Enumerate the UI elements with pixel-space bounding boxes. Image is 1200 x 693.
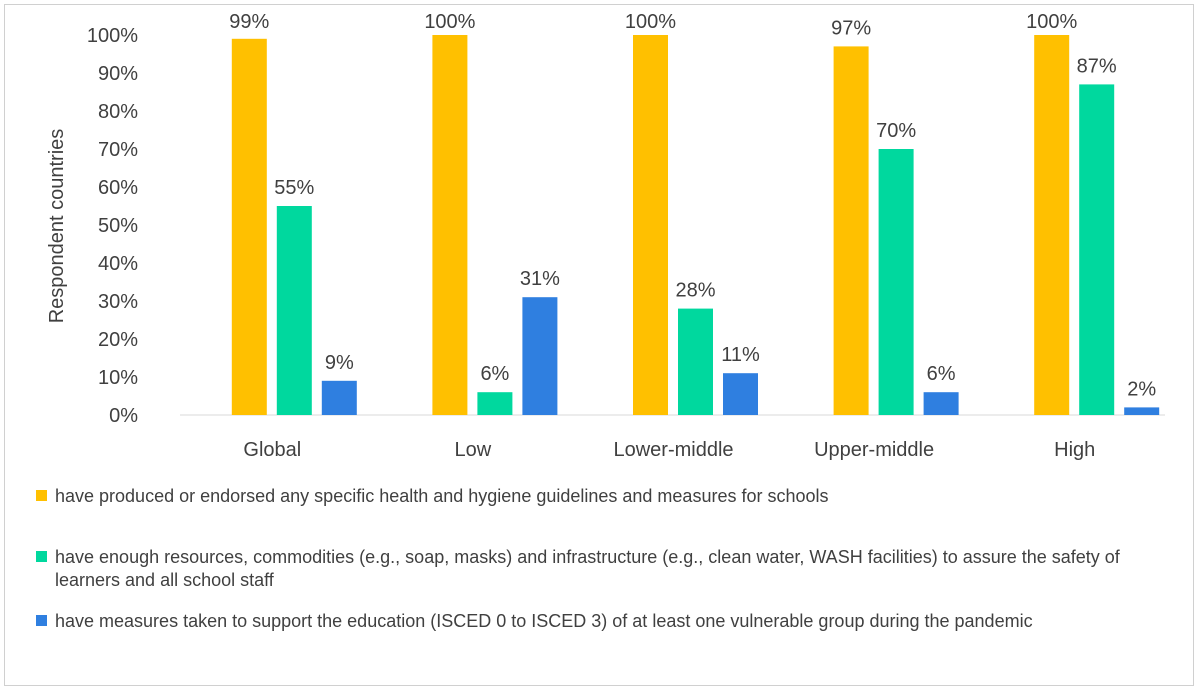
data-label: 9%: [325, 352, 354, 374]
y-tick-label: 80%: [98, 101, 138, 123]
data-label: 28%: [675, 280, 715, 302]
data-label: 100%: [424, 11, 475, 33]
data-label: 11%: [721, 344, 760, 366]
data-labels: 99%55%9%100%6%31%100%28%11%97%70%6%100%8…: [229, 11, 1156, 400]
legend-label-guidelines: have produced or endorsed any specific h…: [55, 486, 829, 506]
data-label: 6%: [480, 363, 509, 385]
legend-item-resources: have enough resources, commodities (e.g.…: [36, 546, 1185, 592]
bar: [321, 380, 357, 415]
category-label: High: [1054, 439, 1095, 461]
category-label: Global: [243, 439, 301, 461]
category-label: Upper-middle: [814, 439, 934, 461]
y-tick-label: 0%: [109, 405, 138, 427]
y-tick-label: 40%: [98, 253, 138, 275]
category-label: Low: [455, 439, 492, 461]
bar-chart: Respondent countries 0% 10% 20% 30% 40% 50% 60…: [46, 11, 1165, 461]
chart-frame: [4, 4, 1194, 686]
data-label: 97%: [831, 17, 871, 39]
y-tick-label: 50%: [98, 215, 138, 237]
bar: [678, 308, 713, 415]
category-labels: Global Low Lower-middle Upper-middle High: [243, 439, 1095, 461]
bar: [723, 373, 758, 415]
y-tick-label: 30%: [98, 291, 138, 313]
y-axis-ticks: 0% 10% 20% 30% 40% 50% 60% 70% 80% 90% 100%: [87, 25, 138, 427]
y-tick-label: 70%: [98, 139, 138, 161]
bar: [1079, 84, 1115, 416]
data-label: 31%: [520, 268, 560, 290]
data-label: 6%: [927, 363, 956, 385]
y-tick-label: 100%: [87, 25, 138, 47]
data-label: 87%: [1077, 55, 1117, 77]
y-tick-label: 60%: [98, 177, 138, 199]
bar: [923, 392, 959, 415]
legend-swatch-vulnerable: [36, 615, 47, 626]
legend-item-guidelines: have produced or endorsed any specific h…: [36, 485, 1185, 508]
bar: [633, 35, 668, 415]
data-label: 100%: [1026, 11, 1077, 33]
bar: [231, 38, 267, 416]
legend-item-vulnerable: have measures taken to support the educa…: [36, 610, 1185, 633]
bar: [1124, 407, 1160, 415]
bar: [432, 35, 468, 415]
data-label: 70%: [876, 120, 916, 142]
legend-label-vulnerable: have measures taken to support the educa…: [55, 611, 1033, 631]
data-label: 2%: [1127, 378, 1156, 400]
y-tick-label: 20%: [98, 329, 138, 351]
legend-label-resources: have enough resources, commodities (e.g.…: [55, 547, 1120, 590]
y-axis-label: Respondent countries: [46, 129, 68, 324]
data-label: 99%: [229, 11, 269, 33]
bar: [522, 297, 558, 415]
y-tick-label: 10%: [98, 367, 138, 389]
legend-swatch-guidelines: [36, 490, 47, 501]
legend-swatch-resources: [36, 551, 47, 562]
data-label: 100%: [625, 11, 676, 33]
bar: [1034, 35, 1070, 415]
bar: [833, 46, 869, 416]
bar: [276, 206, 312, 415]
bar: [878, 149, 914, 415]
bar: [477, 392, 513, 415]
data-label: 55%: [274, 177, 314, 199]
y-tick-label: 90%: [98, 63, 138, 85]
category-label: Lower-middle: [613, 439, 733, 461]
bars: [231, 35, 1160, 416]
